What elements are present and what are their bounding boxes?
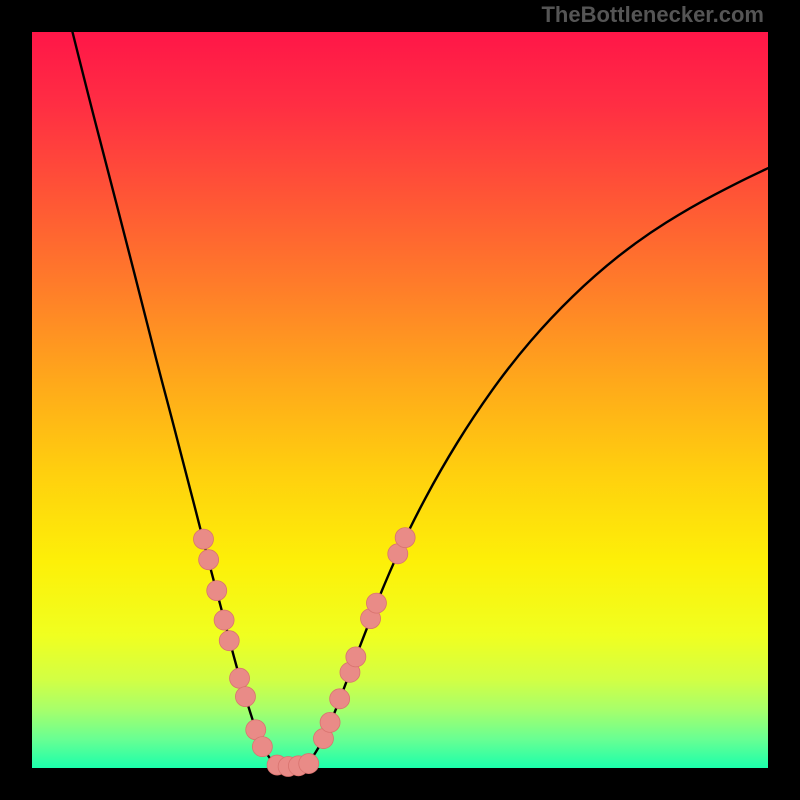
scatter-point: [252, 737, 272, 757]
scatter-point: [330, 689, 350, 709]
scatter-markers: [193, 528, 415, 777]
plot-area: [32, 32, 768, 768]
scatter-point: [395, 528, 415, 548]
scatter-point: [230, 668, 250, 688]
scatter-point: [346, 647, 366, 667]
scatter-point: [199, 550, 219, 570]
curve-layer: [32, 32, 768, 768]
scatter-point: [193, 529, 213, 549]
scatter-point: [214, 610, 234, 630]
scatter-point: [219, 631, 239, 651]
scatter-point: [207, 581, 227, 601]
scatter-point: [235, 687, 255, 707]
scatter-point: [320, 712, 340, 732]
scatter-point: [299, 754, 319, 774]
scatter-point: [366, 593, 386, 613]
watermark-text: TheBottlenecker.com: [541, 2, 764, 28]
v-curve: [72, 32, 768, 766]
